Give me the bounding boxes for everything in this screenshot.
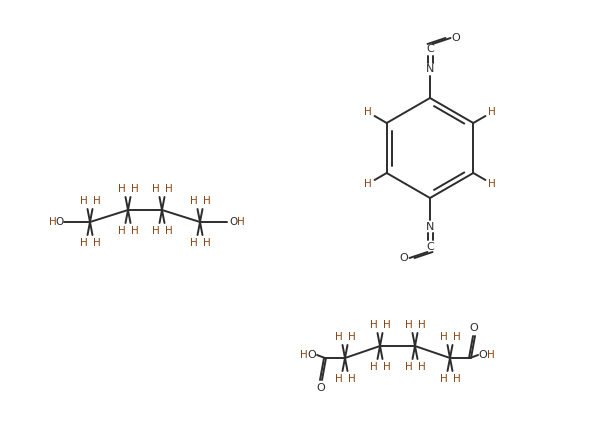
Text: H: H <box>383 362 390 372</box>
Text: H: H <box>117 226 125 236</box>
Text: H: H <box>347 332 355 342</box>
Text: H: H <box>383 320 390 330</box>
Text: O: O <box>452 33 460 43</box>
Text: H: H <box>164 184 172 194</box>
Text: H: H <box>370 362 377 372</box>
Text: H: H <box>49 217 57 227</box>
Text: H: H <box>334 374 342 384</box>
Text: O: O <box>479 350 488 360</box>
Text: H: H <box>151 184 159 194</box>
Text: H: H <box>80 238 88 248</box>
Text: H: H <box>203 196 210 206</box>
Text: H: H <box>487 350 495 360</box>
Text: H: H <box>92 196 100 206</box>
Text: O: O <box>230 217 238 227</box>
Text: C: C <box>426 242 434 252</box>
Text: H: H <box>364 179 371 189</box>
Text: H: H <box>405 320 412 330</box>
Text: H: H <box>300 350 308 360</box>
Text: H: H <box>131 184 138 194</box>
Text: H: H <box>117 184 125 194</box>
Text: O: O <box>470 323 479 333</box>
Text: H: H <box>237 217 245 227</box>
Text: H: H <box>151 226 159 236</box>
Text: H: H <box>364 107 371 117</box>
Text: H: H <box>164 226 172 236</box>
Text: H: H <box>489 179 496 189</box>
Text: H: H <box>92 238 100 248</box>
Text: O: O <box>400 253 408 263</box>
Text: H: H <box>347 374 355 384</box>
Text: O: O <box>56 217 64 227</box>
Text: H: H <box>190 196 197 206</box>
Text: H: H <box>418 362 426 372</box>
Text: H: H <box>80 196 88 206</box>
Text: N: N <box>426 222 434 232</box>
Text: H: H <box>203 238 210 248</box>
Text: H: H <box>452 374 460 384</box>
Text: H: H <box>440 374 448 384</box>
Text: H: H <box>440 332 448 342</box>
Text: H: H <box>190 238 197 248</box>
Text: H: H <box>452 332 460 342</box>
Text: H: H <box>418 320 426 330</box>
Text: N: N <box>426 64 434 74</box>
Text: H: H <box>405 362 412 372</box>
Text: H: H <box>131 226 138 236</box>
Text: C: C <box>426 44 434 54</box>
Text: O: O <box>308 350 316 360</box>
Text: H: H <box>370 320 377 330</box>
Text: H: H <box>489 107 496 117</box>
Text: H: H <box>334 332 342 342</box>
Text: O: O <box>316 383 325 393</box>
